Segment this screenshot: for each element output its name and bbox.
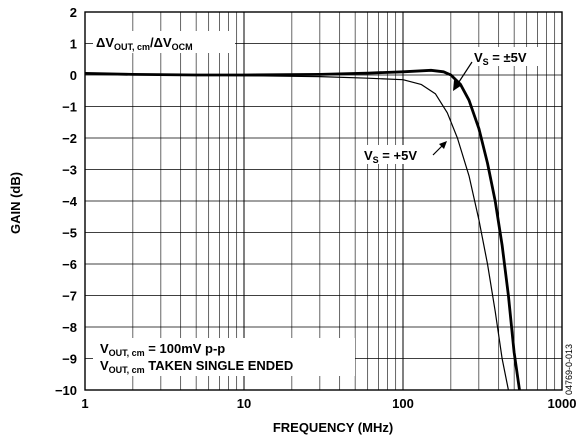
y-tick-label: −6: [62, 257, 77, 272]
x-tick-label: 10: [237, 396, 251, 411]
y-tick-label: −1: [62, 100, 77, 115]
y-tick-label: −8: [62, 320, 77, 335]
annotation-bottom-left-line-2: VOUT, cm TAKEN SINGLE ENDED: [100, 358, 293, 375]
y-tick-label: −3: [62, 163, 77, 178]
y-tick-label: −5: [62, 226, 77, 241]
y-tick-label: −9: [62, 352, 77, 367]
y-tick-label: 1: [70, 37, 77, 52]
y-tick-label: −4: [62, 194, 78, 209]
y-tick-label: −2: [62, 131, 77, 146]
plot-frame: [84, 11, 563, 391]
arrowhead-vs-pm5v: [453, 80, 462, 91]
annotation-top-left-bg: [93, 31, 235, 53]
x-axis-title: FREQUENCY (MHz): [273, 420, 393, 435]
y-tick-label: 0: [70, 68, 77, 83]
series-line-vs-p5v: [85, 72, 509, 390]
major-grid: [85, 12, 562, 390]
series-group: [85, 68, 521, 390]
label-vs-pm5v-bg: [470, 47, 546, 66]
annotation-bottom-left-bg: [93, 338, 355, 376]
label-vs-p5v: VS = +5V: [364, 148, 417, 165]
x-tick-label: 1000: [548, 396, 577, 411]
y-tick-label: −10: [55, 383, 77, 398]
y-tick-label: −7: [62, 289, 77, 304]
x-tick-labels: 1 10 100 1000: [81, 396, 576, 411]
label-vs-p5v-bg: [361, 145, 435, 164]
x-tick-label: 100: [392, 396, 414, 411]
arrowhead-vs-p5v: [439, 141, 447, 149]
y-axis-title: GAIN (dB): [8, 172, 23, 234]
annotation-top-left: ΔVOUT, cm/ΔVOCM: [96, 35, 193, 52]
figure-id: 04769-0-013: [564, 344, 574, 395]
annotation-bottom-left-line-1: VOUT, cm = 100mV p-p: [100, 341, 225, 358]
y-tick-labels: 2 1 0 −1 −2 −3 −4 −5 −6 −7 −8 −9 −10: [55, 5, 78, 398]
x-tick-label: 1: [81, 396, 88, 411]
y-tick-label: 2: [70, 5, 77, 20]
label-vs-pm5v: VS = ±5V: [474, 50, 527, 67]
